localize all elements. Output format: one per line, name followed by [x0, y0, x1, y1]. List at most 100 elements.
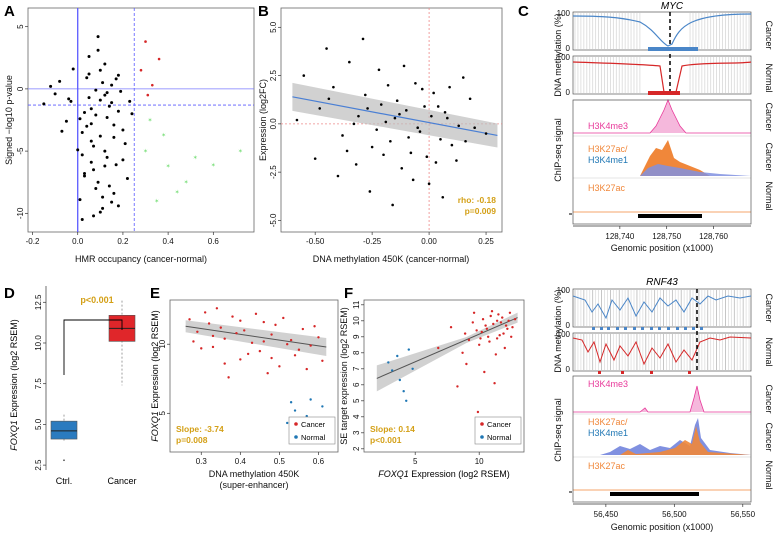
hmr-bar-normal-c [648, 91, 680, 95]
b-point [295, 118, 299, 122]
x-axis-label-f: FOXQ1 Expression (log2 RSEM) [378, 469, 510, 479]
b-confidence-band [292, 82, 498, 148]
a-point-lower-right: ✶ [184, 179, 189, 186]
d-ytick-label: 2.5 [34, 459, 43, 471]
b-point [414, 82, 417, 85]
panel-d: D 2.5 5.0 7.5 10.0 12.5 Ctrl. Cancer FOXQ1 Exp… [4, 285, 137, 486]
x-axis-gene-f: FOXQ1 [378, 469, 409, 479]
e-xtick-label: 0.5 [274, 457, 286, 466]
d-ytick-label: 5.0 [34, 418, 43, 430]
meth-curve-cancer-c [572, 13, 752, 47]
slope-annotation-f: Slope: 0.14 [370, 424, 415, 434]
b-point [327, 97, 331, 101]
gene-title-myc: MYC [661, 1, 684, 12]
f-point-cancer [506, 327, 509, 330]
f-point-normal [407, 348, 410, 351]
f-ytick-label: 11 [352, 300, 361, 309]
p-annotation-e: p=0.008 [176, 435, 208, 445]
meth-track-normal-c [572, 55, 752, 95]
b-point [420, 87, 424, 91]
a-point-upper-right [157, 57, 161, 61]
b-point [361, 37, 365, 41]
f-point-cancer [497, 313, 500, 316]
a-point-other [94, 113, 98, 117]
a-point-other [116, 73, 120, 77]
b-point [370, 145, 374, 149]
g-hmr-cancer-mark [633, 327, 636, 330]
scatter-b: -0.50 -0.25 0.00 0.25 -5.0 -2.5 0.0 2.5 5.0 [269, 8, 502, 246]
normal-label-meth-c: Normal [764, 63, 774, 92]
meth-tick-100b-c: 100 [557, 53, 571, 62]
normal-label-meth-g: Normal [764, 337, 774, 366]
b-point [391, 203, 394, 207]
scatter-f: 5 10 2 3 4 5 6 7 8 9 10 11 [352, 300, 518, 466]
f-point-cancer [472, 311, 476, 314]
a-point-other [53, 92, 57, 96]
a-point-other [119, 89, 123, 93]
h3k4me1-label-g: H3K4me1 [588, 428, 628, 438]
a-point-other [101, 206, 105, 210]
b-point [318, 107, 322, 110]
legend-normal-label-e: Normal [301, 433, 326, 442]
meth-tick-100-c: 100 [557, 9, 571, 18]
f-point-cancer [485, 327, 489, 330]
a-xtick-label: 0.0 [72, 237, 84, 246]
f-point-cancer [503, 346, 506, 350]
cpg-bars-g [574, 290, 750, 370]
a-point-other [130, 112, 134, 116]
a-point-other [96, 35, 100, 39]
f-ytick-label: 10 [352, 316, 361, 325]
g-xtick-label: 56,450 [594, 510, 619, 519]
f-point-cancer [510, 335, 513, 338]
e-point-cancer [262, 320, 265, 324]
e-point-cancer [243, 329, 246, 332]
b-point [411, 178, 415, 182]
f-ytick-label: 7 [352, 366, 361, 371]
e-point-cancer [219, 326, 222, 329]
a-point-other [87, 55, 91, 59]
f-point-cancer [495, 319, 499, 322]
legend-f: Cancer Normal [474, 416, 522, 445]
d-outlier [63, 459, 65, 462]
b-point [389, 139, 392, 143]
e-point-cancer [313, 325, 316, 328]
c-xtick-label: 128,740 [605, 232, 634, 241]
a-point-lower-right: ✶ [175, 189, 180, 196]
f-ytick-label: 5 [352, 398, 361, 403]
f-point-cancer [513, 318, 517, 321]
g-xtick-label: 56,500 [662, 510, 687, 519]
a-point-other [105, 91, 109, 95]
chip-frame-g [572, 375, 752, 503]
b-point [443, 110, 447, 114]
b-point [400, 166, 404, 170]
hmr-marks-g [592, 327, 703, 374]
f-ytick-label: 9 [352, 334, 361, 339]
b-point [468, 97, 472, 101]
y-axis-rest-d: Expression (log2 RSEM) [9, 319, 19, 420]
g-hmr-normal-mark [688, 371, 691, 374]
e-xtick-label: 0.4 [235, 457, 247, 466]
b-point [375, 128, 378, 131]
b-xtick-label: 0.00 [421, 237, 437, 246]
e-point-cancer [239, 319, 242, 322]
f-ytick-label: 8 [352, 350, 361, 355]
f-point-cancer [511, 326, 514, 329]
y-axis-label-d: FOXQ1 Expression (log2 RSEM) [9, 319, 19, 451]
e-point-cancer [289, 338, 293, 342]
a-point-other [78, 117, 82, 121]
plot-frame-a [27, 7, 255, 233]
e-point-cancer [317, 336, 320, 339]
f-point-cancer [483, 370, 486, 374]
a-point-other [101, 195, 105, 199]
f-xtick-label: 10 [475, 457, 484, 466]
b-ytick-label: -2.5 [269, 165, 278, 179]
a-point-other [69, 99, 73, 103]
b-point [436, 105, 440, 108]
b-ytick-label: 2.5 [269, 69, 278, 81]
b-point [386, 83, 390, 87]
e-point-cancer [250, 341, 254, 345]
b-point [484, 132, 488, 135]
a-point-other [121, 128, 125, 132]
b-point [382, 153, 385, 157]
panel-letter-b: B [258, 3, 269, 20]
